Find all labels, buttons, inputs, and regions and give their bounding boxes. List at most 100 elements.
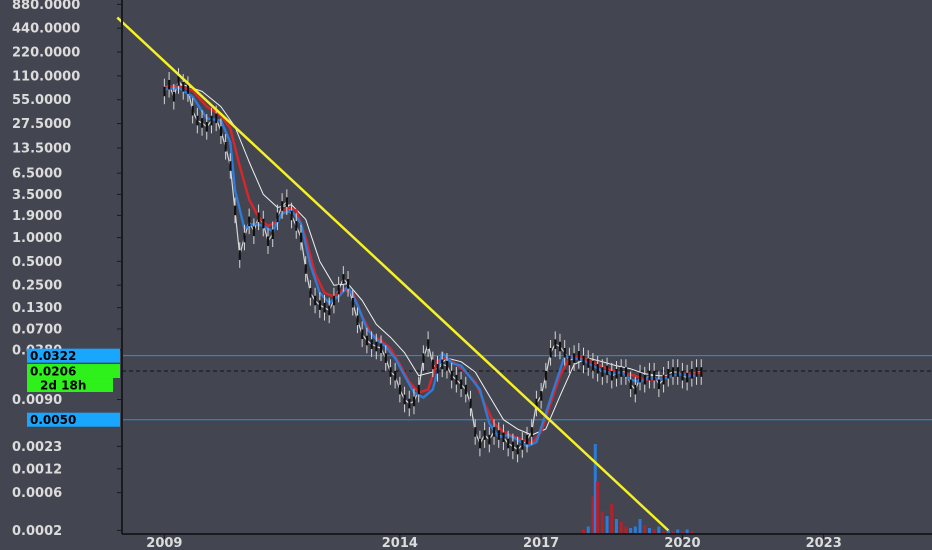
- y-tick-label: 0.0090: [12, 393, 62, 408]
- price-candle: [271, 229, 274, 240]
- price-candle: [488, 434, 491, 445]
- price-candle: [398, 384, 402, 395]
- price-candle: [535, 398, 538, 409]
- volume-bar: [676, 529, 680, 534]
- volume-bar: [657, 526, 661, 534]
- price-candle: [478, 438, 482, 449]
- price-candle: [163, 86, 166, 97]
- price-candle: [361, 329, 364, 340]
- price-candle: [427, 339, 430, 349]
- price-candle: [681, 370, 684, 381]
- price-candle: [412, 396, 416, 407]
- price-candle: [648, 370, 651, 381]
- price-candle: [690, 368, 694, 379]
- price-candle: [507, 438, 510, 449]
- price-candle: [502, 432, 505, 443]
- axes: 880.0000 440.0000 220.0000 110.0000 55.0000 2…: [12, 0, 932, 550]
- price-candle: [624, 367, 628, 377]
- level-tag: [27, 412, 120, 427]
- volume-bar: [685, 529, 689, 534]
- volume-bar: [610, 504, 614, 534]
- price-candle: [276, 212, 279, 223]
- price-candle: [196, 115, 199, 126]
- price-candle: [356, 315, 359, 326]
- price-candle: [252, 226, 256, 237]
- price-candle: [342, 274, 345, 284]
- price-candle: [469, 398, 472, 409]
- price-series: [163, 68, 703, 463]
- price-candle: [521, 440, 524, 450]
- price-candle: [168, 79, 171, 90]
- volume-bar: [690, 531, 694, 534]
- price-candle: [210, 115, 213, 126]
- price-candle: [384, 353, 387, 363]
- price-candle: [205, 122, 208, 132]
- price-candle: [403, 394, 406, 405]
- price-candle: [375, 341, 378, 352]
- y-tick-label: 0.0023: [12, 440, 62, 455]
- y-tick-label: 55.0000: [12, 93, 71, 108]
- price-candle: [266, 236, 270, 246]
- price-candle: [601, 367, 604, 377]
- price-candle: [662, 374, 665, 385]
- y-tick-label: 110.0000: [12, 69, 80, 84]
- y-tick-label: 0.0002: [12, 524, 62, 539]
- price-candle: [304, 264, 307, 274]
- price-candle: [511, 441, 515, 452]
- price-candle: [337, 284, 340, 295]
- price-candle: [309, 288, 312, 298]
- price-candle: [643, 374, 646, 385]
- volume-bar: [624, 526, 628, 534]
- current-price-tag: [27, 364, 120, 379]
- price-candle: [483, 430, 486, 440]
- price-candle: [299, 232, 303, 243]
- price-candle: [549, 347, 552, 358]
- price-candle: [318, 300, 321, 310]
- volume-bar: [671, 531, 675, 534]
- price-candle: [243, 232, 246, 243]
- volume-bar: [593, 444, 597, 534]
- price-candle: [257, 212, 260, 223]
- y-tick-label: 1.9000: [12, 209, 62, 224]
- price-candle: [389, 367, 392, 377]
- price-candle: [229, 161, 232, 171]
- price-candle: [422, 353, 425, 363]
- price-candle: [234, 205, 237, 216]
- price-candle: [493, 427, 496, 437]
- countdown-tag: [27, 378, 113, 393]
- price-candle: [328, 305, 331, 316]
- price-candle: [455, 374, 458, 385]
- price-candle: [577, 351, 581, 361]
- price-candle: [347, 279, 350, 289]
- x-tick-label: 2009: [146, 536, 182, 550]
- price-candle: [639, 372, 642, 383]
- price-candle: [380, 343, 383, 354]
- y-tick-label: 440.0000: [12, 22, 80, 37]
- price-candle: [634, 384, 637, 395]
- price-levels: [122, 355, 932, 421]
- price-candle: [332, 295, 336, 306]
- price-candle: [629, 379, 632, 390]
- price-candle: [323, 302, 326, 313]
- volume-bar: [586, 526, 590, 534]
- y-tick-label: 0.0006: [12, 486, 62, 501]
- price-candle: [460, 379, 463, 390]
- price-candle: [201, 118, 204, 128]
- price-candle: [497, 430, 500, 440]
- countdown-label: 2d 18h: [40, 379, 86, 393]
- price-candle: [436, 363, 439, 374]
- y-tick-label: 0.1300: [12, 301, 62, 316]
- price-candle: [262, 218, 265, 229]
- y-tick-label: 13.5000: [12, 142, 71, 157]
- volume-bar: [647, 528, 651, 534]
- volume-bars: [582, 444, 694, 534]
- level-tag-label: 0.0050: [30, 413, 76, 427]
- price-candle: [370, 339, 373, 349]
- price-candle: [653, 370, 656, 381]
- price-candle: [314, 295, 317, 306]
- current-price-label: 0.0206: [30, 365, 76, 379]
- price-candle: [191, 105, 194, 116]
- price-candle: [351, 297, 354, 308]
- price-candle: [516, 444, 519, 455]
